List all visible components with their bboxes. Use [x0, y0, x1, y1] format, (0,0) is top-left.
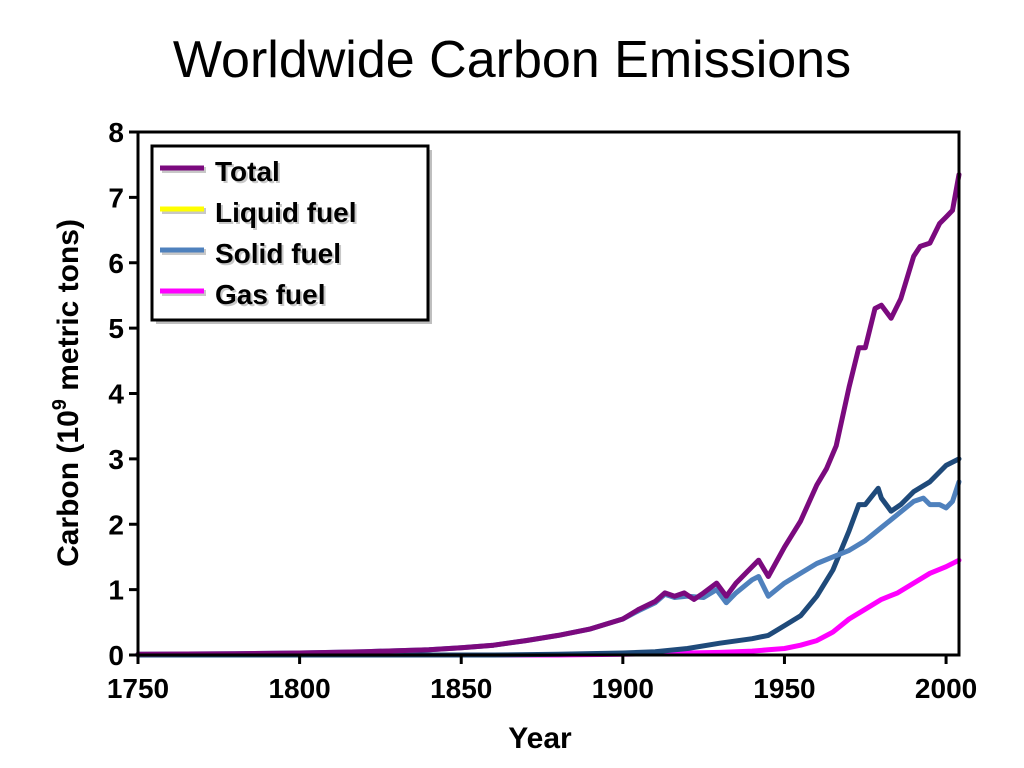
- y-tick-label: 5: [108, 313, 124, 344]
- x-tick-label: 1950: [753, 673, 815, 704]
- y-tick-label: 1: [108, 575, 124, 606]
- y-tick-label: 2: [108, 509, 124, 540]
- series-line-total: [135, 172, 962, 657]
- y-tick-label: 3: [108, 444, 124, 475]
- x-tick-label: 1850: [430, 673, 492, 704]
- x-tick-label: 2000: [915, 673, 977, 704]
- series-layer: [135, 172, 962, 658]
- x-tick-label: 1800: [268, 673, 330, 704]
- legend-label-shadow: Solid fuel: [217, 240, 343, 271]
- y-tick-label: 4: [108, 379, 124, 410]
- ticks-layer: 1750 1800 1850 1900 1950 2000 0 1 2 3 4 5 6 7 8: [107, 117, 977, 704]
- legend-label: Solid fuel: [215, 238, 341, 269]
- legend-label-shadow: Liquid fuel: [217, 199, 359, 230]
- y-tick-label: 0: [108, 640, 124, 671]
- series-line-liquid-fuel: [135, 456, 962, 658]
- y-axis-title-main: Carbon (10: [52, 410, 85, 567]
- legend-label: Liquid fuel: [215, 197, 357, 228]
- y-tick-label: 7: [108, 182, 124, 213]
- y-axis-title: Carbon (109 metric tons): [49, 219, 85, 567]
- legend-label-shadow: Gas fuel: [217, 281, 327, 312]
- y-tick-label: 8: [108, 117, 124, 148]
- x-axis-title: Year: [508, 722, 572, 755]
- x-tick-label: 1900: [592, 673, 654, 704]
- legend-label-shadow: Total: [217, 158, 282, 189]
- series-line-gas-fuel: [135, 557, 962, 658]
- y-axis-title-suffix: metric tons): [52, 219, 85, 399]
- legend-label: Total: [215, 156, 280, 187]
- x-tick-label: 1750: [107, 673, 169, 704]
- y-axis-title-sup: 9: [49, 399, 71, 410]
- chart-title: Worldwide Carbon Emissions: [172, 31, 852, 89]
- legend-label: Gas fuel: [215, 279, 325, 310]
- y-tick-label: 6: [108, 248, 124, 279]
